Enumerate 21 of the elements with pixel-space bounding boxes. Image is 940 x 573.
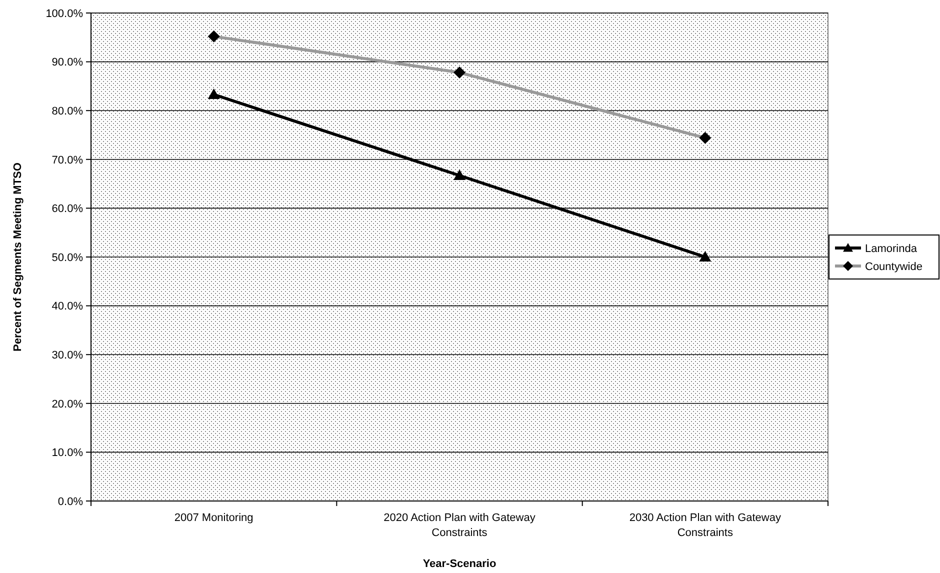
- point: [454, 170, 466, 180]
- y-tick-label: 50.0%: [52, 252, 84, 264]
- y-tick-label: 10.0%: [52, 447, 84, 460]
- point: [699, 251, 712, 262]
- x-tick-label: 2030 Action Plan with Gateway Constraints: [629, 512, 782, 539]
- y-tick-label: 90.0%: [52, 56, 84, 69]
- y-tick-label: 0.0%: [58, 496, 84, 508]
- y-tick-label: 100.0%: [46, 8, 84, 20]
- y-tick-label: 70.0%: [52, 154, 84, 166]
- legend-label: Countywide: [865, 260, 922, 273]
- y-tick-label: 80.0%: [52, 105, 84, 118]
- y-tick-label: 40.0%: [52, 300, 84, 313]
- y-tick-label: 20.0%: [52, 398, 84, 410]
- y-tick-label: 30.0%: [52, 349, 84, 362]
- legend-label: Lamorinda: [865, 242, 918, 255]
- x-tick-label: 2007 Monitoring: [174, 512, 254, 524]
- x-tick-label: 2020 Action Plan with Gateway Constraints: [384, 512, 536, 539]
- y-tick-label: 60.0%: [52, 203, 84, 216]
- y-axis-title: Percent of Segments Meeting MTSO: [12, 162, 24, 352]
- point: [208, 88, 220, 99]
- x-axis-title: Year-Scenario: [422, 558, 496, 570]
